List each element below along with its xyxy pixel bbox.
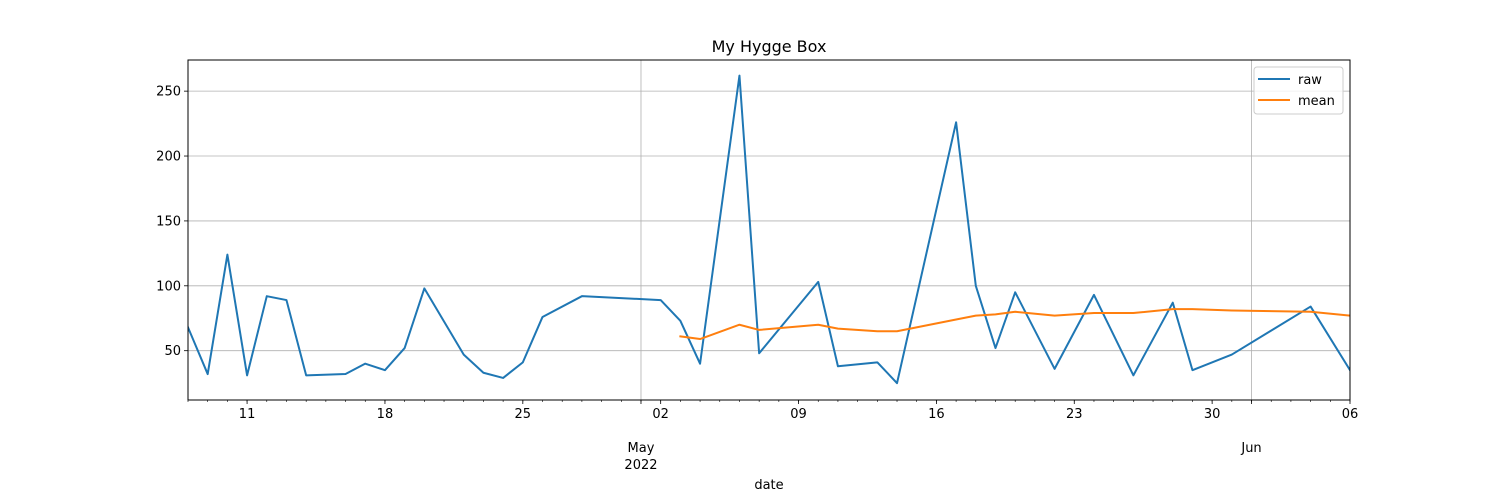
x-tick-label: 16	[928, 407, 945, 422]
series-group	[188, 74, 1350, 385]
legend-label-raw: raw	[1298, 73, 1322, 88]
x-tick-label: 06	[1342, 407, 1359, 422]
plot-frame	[187, 59, 1351, 401]
x-axis-label: date	[754, 478, 783, 493]
legend: raw mean	[1253, 66, 1344, 115]
y-tick-label: 200	[156, 150, 181, 165]
y-tick-label: 150	[156, 214, 181, 229]
legend-label-mean: mean	[1298, 94, 1335, 109]
x-tick-label: 11	[239, 407, 256, 422]
x-tick-label: 18	[377, 407, 394, 422]
x-major-label: Jun	[1240, 441, 1261, 456]
y-tick-label: 100	[156, 279, 181, 294]
chart-title: My Hygge Box	[712, 37, 827, 56]
y-tick-label: 250	[156, 85, 181, 100]
y-tick-label: 50	[164, 344, 181, 359]
x-major-label-year: 2022	[624, 458, 657, 473]
series-line-raw	[188, 74, 1350, 385]
x-tick-label: 02	[652, 407, 669, 422]
x-major-label: May	[628, 441, 655, 456]
series-line-mean	[679, 308, 1350, 341]
x-tick-label: 25	[515, 407, 532, 422]
grid	[188, 60, 1350, 400]
x-tick-label: 30	[1204, 407, 1221, 422]
y-axis: 50 100 150 200 250	[156, 85, 188, 359]
x-tick-label: 09	[790, 407, 807, 422]
x-tick-label: 23	[1066, 407, 1083, 422]
x-axis: 11 18 25 02 09 16 23 30 06 May 2022 Jun	[187, 400, 1359, 473]
